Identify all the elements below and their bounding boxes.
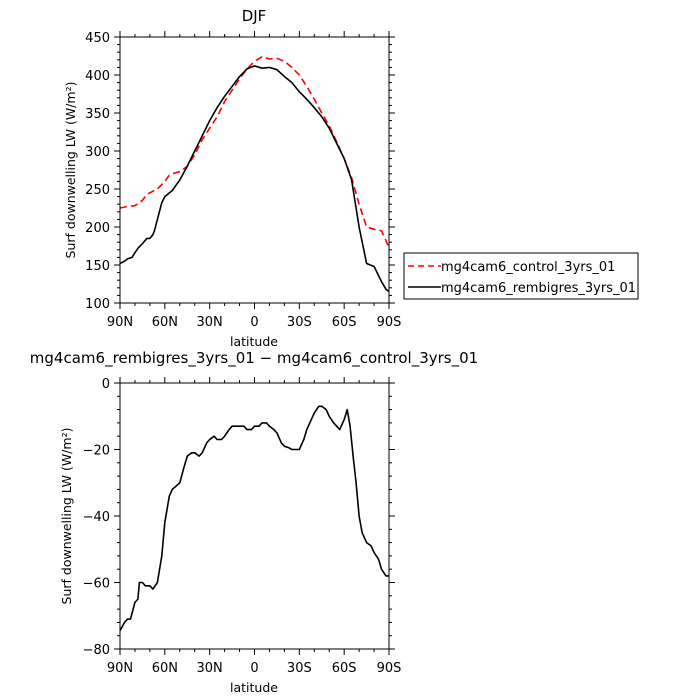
top-series-lines: [119, 55, 390, 293]
top-y-tick-label: 200: [85, 221, 110, 236]
top-y-axis-label: Surf downwelling LW (W/m²): [63, 82, 78, 259]
bottom-plot-frame: [119, 382, 390, 650]
bottom-x-tick-label: 90S: [377, 661, 402, 676]
panel-bottom: mg4cam6_rembigres_3yrs_01 − mg4cam6_cont…: [30, 349, 478, 695]
top-x-tick-label: 90N: [107, 315, 133, 330]
bottom-y-tick-label: −60: [83, 577, 110, 592]
bottom-y-tick-label: −20: [83, 444, 110, 459]
top-plot-frame: [119, 36, 390, 304]
bottom-series-line-difference: [119, 405, 389, 632]
bottom-y-axis-label: Surf downwelling LW (W/m²): [59, 428, 74, 605]
bottom-x-tick-label: 30N: [197, 661, 223, 676]
bottom-x-tick-label: 60S: [332, 661, 357, 676]
top-x-axis-label: latitude: [230, 334, 278, 349]
top-x-tick-label: 30N: [197, 315, 223, 330]
top-y-tick-label: 150: [85, 259, 110, 274]
top-x-tick-label: 90S: [377, 315, 402, 330]
bottom-x-tick-label: 60N: [152, 661, 178, 676]
top-series-line-mg4cam6-control-3yrs-01: [119, 55, 390, 248]
top-x-tick-labels: 90N 60N 30N 0 30S 60S 90S: [107, 315, 402, 330]
bottom-ticks: [114, 377, 395, 655]
top-chart-title: DJF: [242, 7, 267, 25]
top-x-tick-label: 60N: [152, 315, 178, 330]
legend-label-control: mg4cam6_control_3yrs_01: [441, 260, 615, 275]
top-x-tick-label: 30S: [287, 315, 312, 330]
top-y-tick-label: 450: [85, 31, 110, 46]
legend-box: [403, 252, 639, 300]
legend: mg4cam6_control_3yrs_01 mg4cam6_rembigre…: [403, 252, 639, 300]
panel-top: DJF 100 150 200 250 300 350 400 450 90N 60N 30N 0 3…: [63, 7, 401, 349]
bottom-y-tick-label: 0: [102, 377, 110, 392]
bottom-series-lines: [119, 405, 389, 632]
top-series-line-mg4cam6-rembigres-3yrs-01: [119, 65, 390, 293]
top-y-tick-label: 100: [85, 297, 110, 312]
legend-label-rembigres: mg4cam6_rembigres_3yrs_01: [441, 281, 636, 296]
top-x-tick-label: 60S: [332, 315, 357, 330]
bottom-x-tick-label: 90N: [107, 661, 133, 676]
bottom-x-tick-labels: 90N 60N 30N 0 30S 60S 90S: [107, 661, 402, 676]
bottom-y-tick-label: −80: [83, 643, 110, 658]
top-x-tick-label: 0: [250, 315, 258, 330]
top-y-tick-label: 300: [85, 145, 110, 160]
bottom-chart-title: mg4cam6_rembigres_3yrs_01 − mg4cam6_cont…: [30, 349, 478, 368]
bottom-y-tick-labels: −80 −60 −40 −20 0: [83, 377, 110, 658]
top-ticks: [114, 31, 395, 309]
top-y-tick-label: 400: [85, 69, 110, 84]
top-y-tick-label: 250: [85, 183, 110, 198]
bottom-y-tick-label: −40: [83, 510, 110, 525]
bottom-x-tick-label: 0: [250, 661, 258, 676]
bottom-x-tick-label: 30S: [287, 661, 312, 676]
top-y-tick-labels: 100 150 200 250 300 350 400 450: [85, 31, 110, 312]
top-y-tick-label: 350: [85, 107, 110, 122]
bottom-x-axis-label: latitude: [230, 680, 278, 695]
